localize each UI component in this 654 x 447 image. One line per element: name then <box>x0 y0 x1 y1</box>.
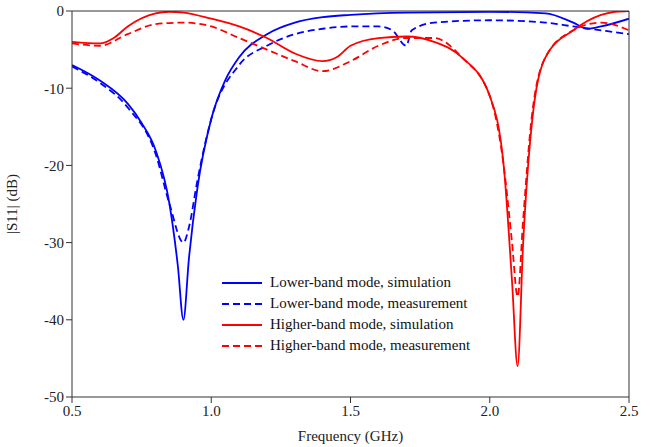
svg-text:0.5: 0.5 <box>63 403 82 419</box>
svg-text:1.5: 1.5 <box>341 403 360 419</box>
html-text:Higher-band mode, simulation: Higher-band mode, simulation <box>270 316 454 332</box>
html-text:Higher-band mode, measurement: Higher-band mode, measurement <box>270 337 470 353</box>
svg-text:2.5: 2.5 <box>620 403 639 419</box>
svg-text:Frequency (GHz): Frequency (GHz) <box>298 428 403 445</box>
svg-text:1.0: 1.0 <box>202 403 221 419</box>
html-text:Lower-band mode, simulation: Lower-band mode, simulation <box>270 274 451 290</box>
svg-text:-50: -50 <box>44 389 64 405</box>
svg-text:-10: -10 <box>44 81 64 97</box>
svg-text:-40: -40 <box>44 312 64 328</box>
svg-text:0: 0 <box>57 3 65 19</box>
svg-text:-20: -20 <box>44 158 64 174</box>
html-text:Lower-band mode, measurement: Lower-band mode, measurement <box>270 295 468 311</box>
svg-text:|S11| (dB): |S11| (dB) <box>4 174 21 234</box>
svg-text:-30: -30 <box>44 235 64 251</box>
svg-text:2.0: 2.0 <box>480 403 499 419</box>
